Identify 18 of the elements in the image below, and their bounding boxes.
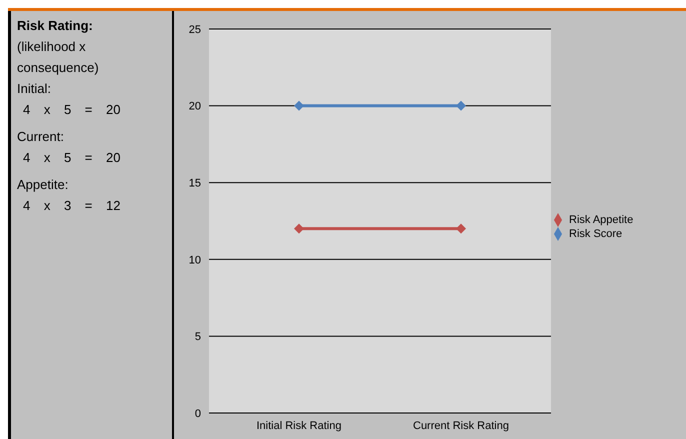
- text: 4 x 3 = 12: [23, 197, 122, 215]
- text: Appetite:: [17, 176, 70, 194]
- y-tick-label: 5: [194, 331, 201, 344]
- legend-label: Risk Appetite: [569, 214, 634, 226]
- y-tick-label: 0: [194, 408, 201, 420]
- text: Initial:: [17, 80, 52, 98]
- x-tick-label: Initial Risk Rating: [256, 420, 342, 432]
- y-tick-label: 20: [188, 100, 201, 113]
- legend-label: Risk Score: [569, 228, 622, 240]
- y-tick-label: 25: [188, 24, 201, 36]
- y-tick-label: 15: [188, 178, 201, 190]
- text: (likelihood x consequence): [17, 38, 100, 77]
- text: 4 x 5 = 20: [23, 101, 122, 119]
- text: Current:: [17, 128, 65, 146]
- x-tick-label: Current Risk Rating: [413, 420, 509, 432]
- y-tick-label: 10: [188, 254, 201, 266]
- text: Risk Rating:: [17, 17, 94, 35]
- text: 4 x 5 = 20: [23, 149, 122, 167]
